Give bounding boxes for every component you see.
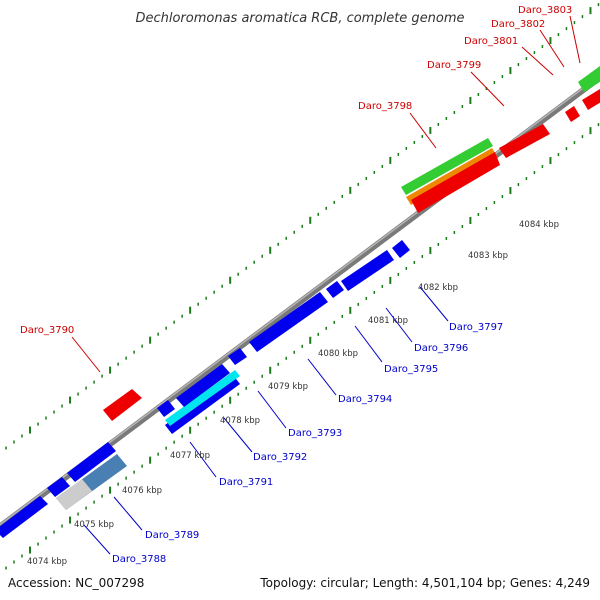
label-daro-3788[interactable]: Daro_3788 <box>112 554 166 565</box>
gene-daro-3801[interactable] <box>565 106 580 122</box>
label-daro-3795[interactable]: Daro_3795 <box>384 364 438 375</box>
gene-daro-3793b[interactable] <box>176 364 230 407</box>
scale-label: 4076 kbp <box>122 486 162 496</box>
scale-label: 4084 kbp <box>519 220 559 230</box>
reverse-gene-labels: Daro_3788 Daro_3789 Daro_3791 Daro_3792 … <box>112 322 503 565</box>
reverse-strand-genes <box>0 240 410 538</box>
label-daro-3791[interactable]: Daro_3791 <box>219 477 273 488</box>
label-leader-lines <box>71 15 581 555</box>
scale-label: 4077 kbp <box>170 451 210 461</box>
gene-block-b <box>67 442 116 482</box>
gene-daro-3794[interactable] <box>228 348 247 365</box>
label-daro-3803[interactable]: Daro_3803 <box>518 5 572 16</box>
scale-label: 4083 kbp <box>468 251 508 261</box>
gene-daro-3792[interactable] <box>165 370 240 426</box>
label-daro-3790[interactable]: Daro_3790 <box>20 325 74 336</box>
label-daro-3789[interactable]: Daro_3789 <box>145 530 199 541</box>
gene-daro-3797[interactable] <box>392 240 410 258</box>
forward-strand-genes <box>103 66 600 421</box>
gene-daro-3791[interactable] <box>165 375 240 434</box>
scale-label: 4080 kbp <box>318 349 358 359</box>
gene-daro-3798[interactable] <box>411 152 500 213</box>
gene-daro-3796[interactable] <box>326 281 344 298</box>
scale-label: 4078 kbp <box>220 416 260 426</box>
gene-block-a <box>47 477 70 497</box>
label-daro-3794[interactable]: Daro_3794 <box>338 394 392 405</box>
gene-daro-3793[interactable] <box>157 400 175 417</box>
label-daro-3796[interactable]: Daro_3796 <box>414 343 468 354</box>
scale-label: 4079 kbp <box>268 382 308 392</box>
gene-daro-3789-grey <box>56 479 92 510</box>
gene-daro-3796b[interactable] <box>341 250 394 291</box>
forward-gene-labels: Daro_3790 Daro_3798 Daro_3799 Daro_3801 … <box>20 5 572 336</box>
scale-label: 4081 kbp <box>368 316 408 326</box>
gene-daro-3802[interactable] <box>582 89 600 110</box>
gene-daro-3798-green[interactable] <box>401 138 493 195</box>
label-daro-3801[interactable]: Daro_3801 <box>464 36 518 47</box>
gene-daro-3799[interactable] <box>499 124 550 158</box>
label-daro-3802[interactable]: Daro_3802 <box>491 19 545 30</box>
gene-daro-3795[interactable] <box>249 292 328 352</box>
label-daro-3792[interactable]: Daro_3792 <box>253 452 307 463</box>
page-title: Dechloromonas aromatica RCB, complete ge… <box>135 11 464 26</box>
scale-labels: 4074 kbp 4075 kbp 4076 kbp 4077 kbp 4078… <box>27 220 559 567</box>
gene-daro-3803[interactable] <box>578 66 600 92</box>
gene-daro-3788[interactable] <box>0 496 48 538</box>
gene-daro-3790[interactable] <box>103 389 142 421</box>
topology-text: Topology: circular; Length: 4,501,104 bp… <box>259 576 590 590</box>
scale-label: 4074 kbp <box>27 557 67 567</box>
label-daro-3799[interactable]: Daro_3799 <box>427 60 481 71</box>
label-daro-3793[interactable]: Daro_3793 <box>288 428 342 439</box>
label-daro-3798[interactable]: Daro_3798 <box>358 101 412 112</box>
tick-marks <box>5 3 600 570</box>
accession-text: Accession: NC_007298 <box>8 576 144 590</box>
scale-label: 4082 kbp <box>418 283 458 293</box>
scale-label: 4075 kbp <box>74 520 114 530</box>
label-daro-3797[interactable]: Daro_3797 <box>449 322 503 333</box>
